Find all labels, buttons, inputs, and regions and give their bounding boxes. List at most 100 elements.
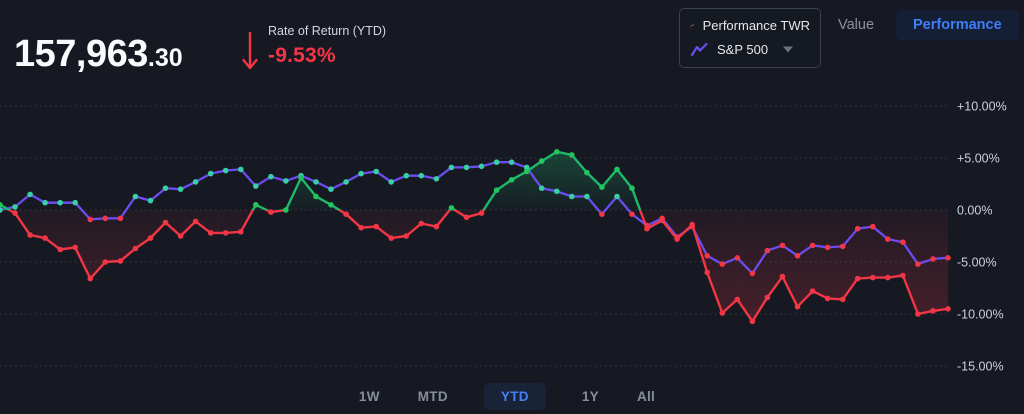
data-point-marker (147, 197, 154, 204)
data-point-marker (42, 235, 48, 241)
data-point-marker (0, 207, 3, 213)
data-point-marker (674, 236, 680, 242)
data-point-marker (403, 233, 410, 239)
period-tab-1y[interactable]: 1Y (580, 384, 601, 409)
data-point-marker (448, 205, 455, 211)
data-point-marker (854, 225, 861, 232)
data-point-marker (463, 214, 470, 221)
data-point-marker (132, 245, 139, 252)
data-point-marker (433, 223, 440, 230)
data-point-marker (222, 230, 229, 236)
data-point-marker (268, 209, 274, 215)
data-point-marker (554, 149, 560, 155)
data-point-marker (569, 193, 575, 200)
data-point-marker (809, 288, 816, 294)
data-point-marker (599, 211, 605, 217)
data-point-marker (313, 193, 319, 200)
legend-item-sp500-selector[interactable]: S&P 500 (690, 41, 810, 58)
data-point-marker (268, 173, 274, 180)
period-tab-ytd[interactable]: YTD (483, 383, 546, 410)
data-point-marker (358, 170, 364, 177)
data-point-marker (945, 255, 951, 261)
data-point-marker (27, 191, 33, 198)
data-point-marker (644, 225, 650, 232)
data-point-marker (343, 211, 349, 217)
data-point-marker (629, 211, 635, 217)
down-arrow-icon (242, 31, 258, 70)
data-point-marker (238, 166, 244, 173)
data-point-marker (418, 220, 425, 227)
rate-of-return-block: Rate of Return (YTD) -9.53% (240, 24, 386, 74)
data-point-marker (388, 235, 395, 241)
sp500-series (0, 159, 951, 277)
data-point-marker (915, 261, 921, 267)
data-point-marker (764, 294, 771, 301)
data-point-marker (885, 236, 891, 242)
data-point-marker (584, 169, 590, 176)
data-point-marker (839, 296, 846, 303)
data-point-marker (779, 273, 786, 280)
data-point-marker (207, 170, 214, 177)
period-tab-all[interactable]: All (635, 384, 657, 409)
data-point-marker (493, 159, 500, 165)
data-point-marker (809, 242, 816, 249)
legend-label: S&P 500 (717, 42, 769, 57)
data-point-marker (629, 185, 635, 191)
performance-chart[interactable]: +10.00% +5.00% 0.00% -5.00% -10.00% -15.00% (0, 88, 1024, 380)
data-point-marker (885, 274, 891, 281)
twr-area-fill (0, 151, 948, 322)
data-point-marker (794, 253, 801, 259)
data-point-marker (870, 223, 876, 230)
data-point-marker (523, 164, 530, 171)
period-tab-1w[interactable]: 1W (357, 384, 382, 409)
period-tab-mtd[interactable]: MTD (416, 384, 450, 409)
data-point-marker (824, 295, 831, 302)
data-point-marker (57, 246, 63, 253)
data-point-marker (57, 199, 63, 206)
data-point-marker (72, 199, 78, 206)
data-point-marker (117, 215, 124, 222)
data-point-marker (930, 256, 936, 262)
data-point-marker (117, 258, 124, 264)
y-axis-label: +5.00% (957, 152, 1000, 166)
chevron-down-icon[interactable] (782, 46, 794, 53)
data-point-marker (87, 216, 94, 223)
data-point-marker (373, 168, 380, 175)
data-point-marker (614, 166, 620, 173)
value-tab[interactable]: Value (828, 11, 884, 39)
data-point-marker (508, 177, 515, 183)
data-point-marker (584, 193, 590, 200)
y-axis-label: -15.00% (957, 360, 1004, 374)
chart-canvas[interactable]: +10.00% +5.00% 0.00% -5.00% -10.00% -15.00% (0, 88, 1024, 380)
sp500-line-icon (690, 42, 708, 57)
data-point-marker (162, 185, 169, 191)
data-point-marker (870, 274, 876, 281)
data-point-marker (915, 311, 921, 317)
data-point-marker (283, 207, 289, 213)
data-point-marker (87, 275, 94, 282)
y-axis-label: -5.00% (957, 256, 997, 270)
data-point-marker (328, 202, 334, 208)
data-point-marker (599, 184, 605, 190)
rate-of-return-label: Rate of Return (YTD) (268, 24, 387, 38)
data-point-marker (900, 239, 906, 245)
data-point-marker (839, 243, 846, 250)
data-point-marker (343, 179, 349, 185)
data-point-marker (388, 179, 395, 185)
data-point-marker (358, 224, 364, 231)
data-point-marker (569, 152, 575, 158)
data-point-marker (177, 233, 184, 239)
data-point-marker (403, 172, 410, 179)
performance-tab[interactable]: Performance (896, 10, 1019, 40)
portfolio-value: 157,963.30 (14, 33, 183, 76)
data-point-marker (192, 179, 199, 185)
data-point-marker (478, 163, 485, 170)
data-point-marker (433, 176, 440, 182)
data-point-marker (42, 199, 48, 206)
data-point-marker (177, 186, 184, 192)
data-point-marker (448, 164, 455, 171)
data-point-marker (493, 187, 500, 193)
data-point-marker (418, 172, 425, 179)
period-tabs: 1W MTD YTD 1Y All (357, 383, 657, 410)
